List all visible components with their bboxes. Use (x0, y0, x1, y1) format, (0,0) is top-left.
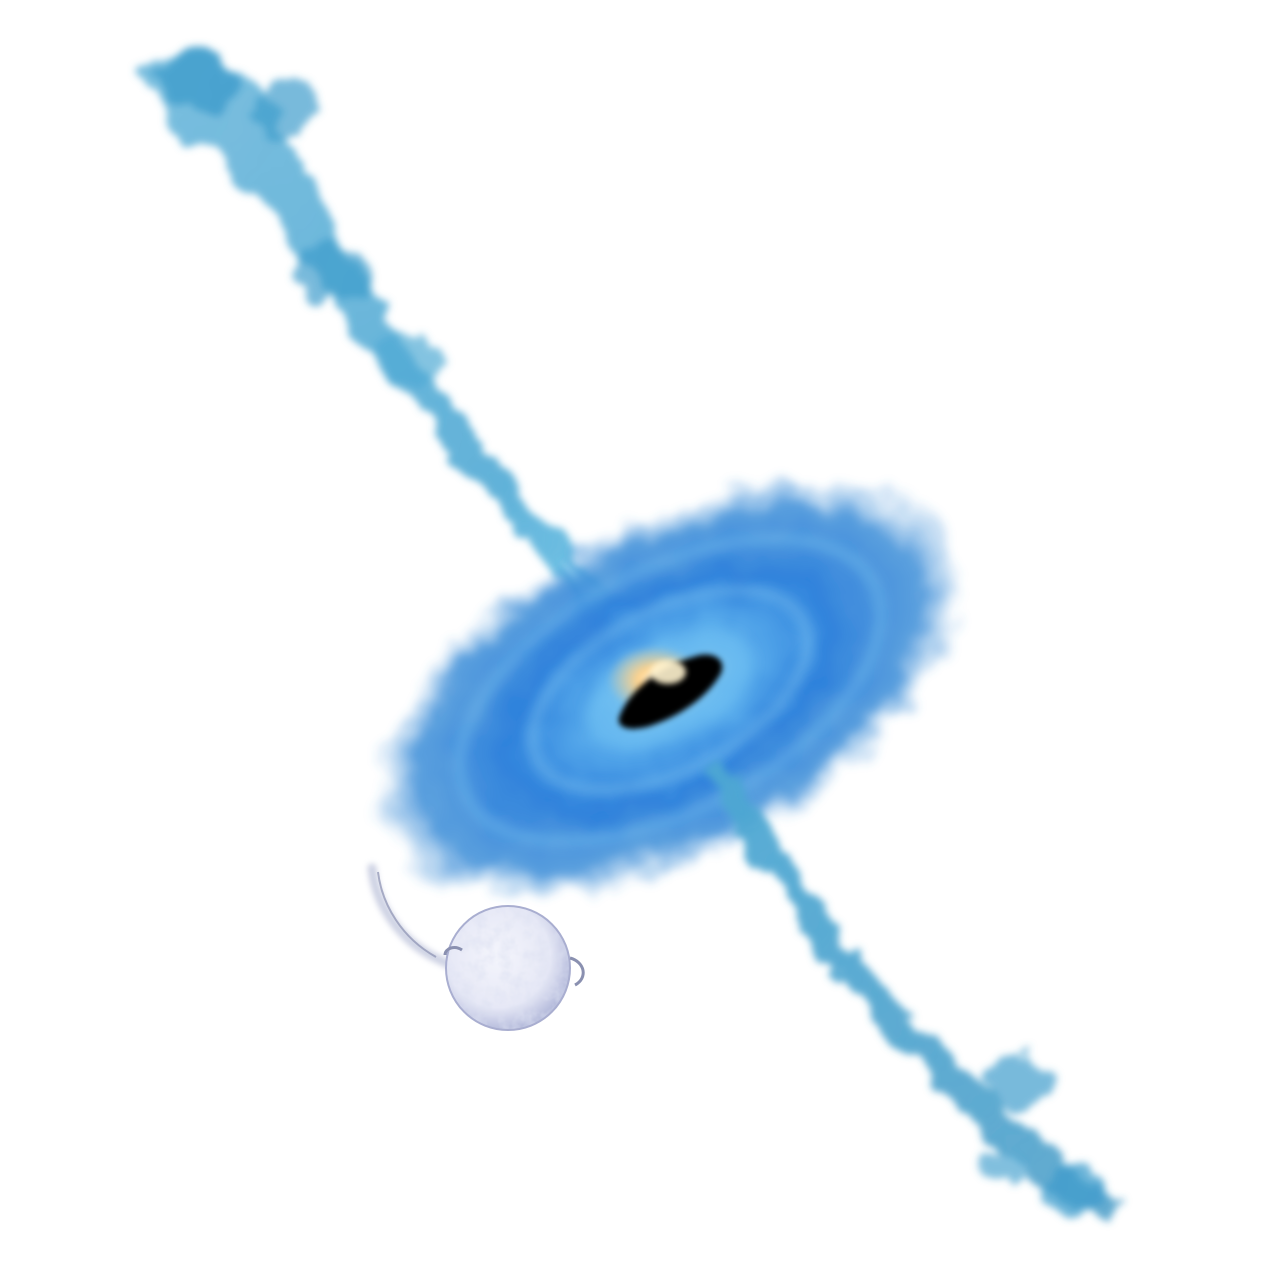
companion-star (443, 905, 585, 1031)
jet-lower (705, 760, 1123, 1220)
mass-transfer-stream-edge (377, 871, 437, 958)
core-hotspot (650, 660, 686, 684)
jet-upper (147, 50, 650, 656)
black-hole (618, 654, 723, 729)
